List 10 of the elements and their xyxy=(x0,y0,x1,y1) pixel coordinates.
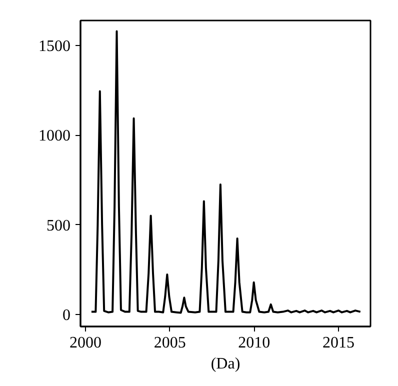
y-tick-label: 1500 xyxy=(38,38,70,56)
line-series xyxy=(90,30,362,314)
y-tick-label: 0 xyxy=(62,306,70,324)
x-tick-label: 2010 xyxy=(238,334,270,352)
y-tick-label: 1000 xyxy=(38,128,70,145)
y-tick-label: 500 xyxy=(46,217,70,234)
x-tick-label: 2005 xyxy=(154,334,186,352)
x-axis-title: (Da) xyxy=(210,356,240,372)
x-tick-label: 2000 xyxy=(70,334,102,352)
x-tick-label: 2015 xyxy=(322,334,354,352)
